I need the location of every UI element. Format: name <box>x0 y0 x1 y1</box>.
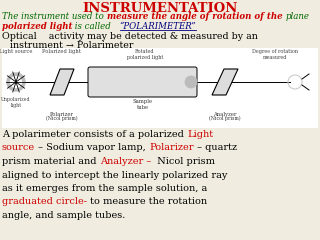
Text: Rotated
polarized light: Rotated polarized light <box>127 49 163 60</box>
Circle shape <box>7 73 25 91</box>
Text: “POLARIMETER”: “POLARIMETER” <box>119 22 196 31</box>
Text: Polarizer: Polarizer <box>50 112 74 117</box>
FancyBboxPatch shape <box>88 67 197 97</box>
Text: Degree of rotation
measured: Degree of rotation measured <box>252 49 298 60</box>
Text: graduated circle-: graduated circle- <box>2 198 87 206</box>
Text: is called: is called <box>73 22 119 31</box>
Text: INSTRUMENTATION: INSTRUMENTATION <box>82 2 238 15</box>
Text: instrument → Polarimeter: instrument → Polarimeter <box>10 41 133 50</box>
Text: The instrument used to: The instrument used to <box>2 12 107 21</box>
Text: Analyzer: Analyzer <box>213 112 237 117</box>
Text: plane: plane <box>285 12 309 21</box>
Polygon shape <box>212 69 238 95</box>
Circle shape <box>11 77 21 88</box>
Text: Nicol prism: Nicol prism <box>151 157 215 166</box>
Polygon shape <box>50 69 74 95</box>
Text: Unpolarized
light: Unpolarized light <box>1 97 31 108</box>
Text: prism material and: prism material and <box>2 157 100 166</box>
Text: aligned to intercept the linearly polarized ray: aligned to intercept the linearly polari… <box>2 170 228 180</box>
Text: Sample
tube: Sample tube <box>132 99 153 110</box>
Text: Analyzer –: Analyzer – <box>100 157 151 166</box>
Text: – Sodium vapor lamp,: – Sodium vapor lamp, <box>35 144 149 152</box>
Text: (Nicol prism): (Nicol prism) <box>46 116 78 121</box>
Text: angle, and sample tubes.: angle, and sample tubes. <box>2 211 125 220</box>
Text: (Nicol prism): (Nicol prism) <box>209 116 241 121</box>
Text: to measure the rotation: to measure the rotation <box>87 198 207 206</box>
Text: polarized light: polarized light <box>2 22 73 31</box>
Text: Optical    activity may be detected & measured by an: Optical activity may be detected & measu… <box>2 32 258 41</box>
Text: A polarimeter consists of a polarized: A polarimeter consists of a polarized <box>2 130 187 139</box>
Text: Polarizer: Polarizer <box>149 144 194 152</box>
Text: Polarized light: Polarized light <box>43 49 82 54</box>
FancyBboxPatch shape <box>2 48 318 128</box>
Text: source: source <box>2 144 35 152</box>
Text: Light source: Light source <box>0 49 33 54</box>
Text: as it emerges from the sample solution, a: as it emerges from the sample solution, … <box>2 184 207 193</box>
Circle shape <box>185 76 197 88</box>
Text: Light: Light <box>187 130 213 139</box>
Text: – quartz: – quartz <box>194 144 236 152</box>
Text: measure the angle of rotation of the: measure the angle of rotation of the <box>107 12 285 21</box>
